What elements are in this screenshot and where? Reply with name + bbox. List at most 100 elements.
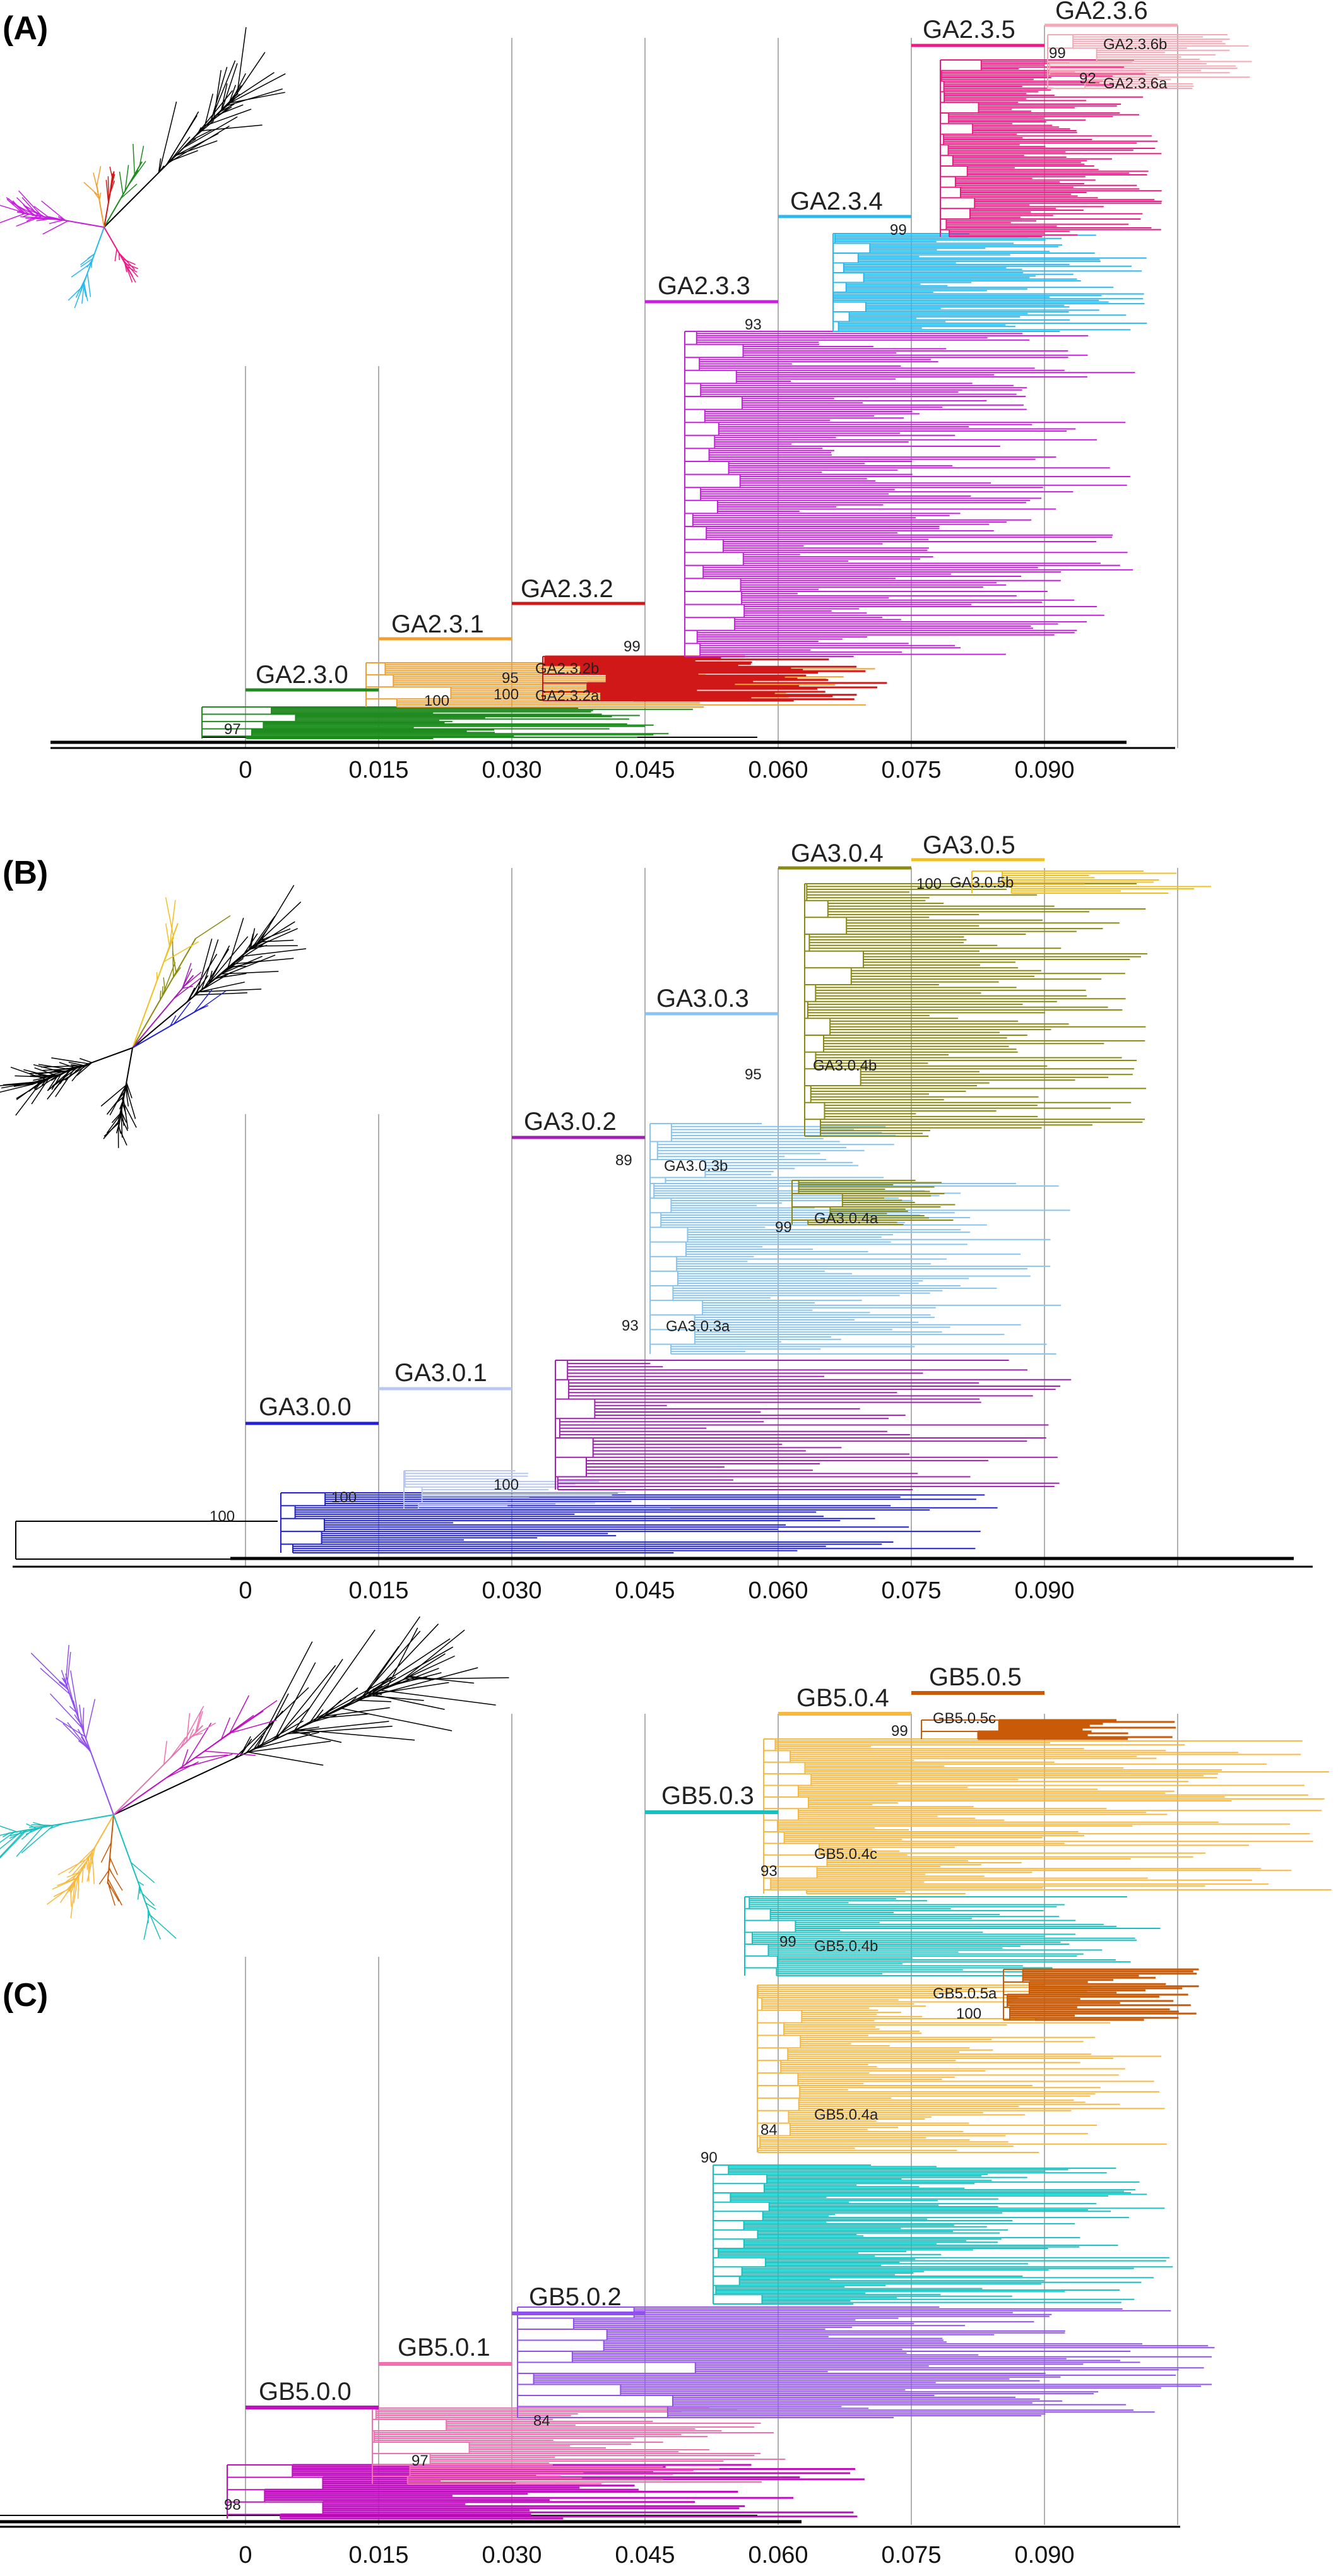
tree-branch [204,93,214,127]
tree-branch [196,1005,209,1012]
tree-branch [15,1080,43,1116]
tree-branch [163,1741,167,1765]
tick-label: 0.060 [748,1577,808,1604]
tree-branch [98,1870,109,1885]
tree-branch [46,1065,85,1074]
tick-label: 0.060 [748,2542,808,2568]
tick-label: 0.030 [482,757,541,783]
tree-branch [0,1825,17,1832]
tree-branch [182,98,234,150]
tree-branch [312,1714,337,1723]
tree-branch [107,1882,120,1902]
clade-label-ga3-0-0: GA3.0.0 [259,1393,352,1421]
tree-branch [173,1001,191,1024]
tree-branch [217,944,255,977]
tick-label: 0.075 [881,1577,941,1604]
tree-branch [210,66,228,121]
clade-label-ga2-3-3: GA2.3.3 [658,272,750,300]
tree-branch [49,1693,83,1728]
tree-branch [81,1867,84,1883]
tree-branch [73,1876,79,1904]
tree-branch [183,116,238,149]
tree-branch [250,928,256,949]
tree-branch [374,1690,393,1694]
tree-branch [0,213,26,223]
tree-branch [70,1881,76,1918]
tree-branch [230,1700,278,1733]
tree-branch [132,975,194,1048]
tree-branch [41,1065,84,1068]
tick-label: 0 [239,2542,252,2568]
tree-branch [167,111,199,165]
tree-branch [313,1709,324,1722]
bootstrap-c-2: 93 [760,1863,778,1880]
tree-branch [159,990,162,1000]
bootstrap-c-4: 100 [956,2005,981,2022]
tree-branch [62,1723,91,1752]
tree-branch [16,1827,43,1857]
tick-label: 0.090 [1014,757,1074,783]
tree-branch [257,901,302,944]
clade-label-ga2-3-6: GA2.3.6 [1055,0,1148,25]
tree-branch [90,1854,93,1864]
tree-branch [121,1112,123,1138]
tree-branch [120,1115,129,1131]
tree-branch [381,1689,496,1706]
tick-label: 0.030 [482,2542,541,2568]
tree-branch [220,1717,231,1740]
tree-branch [65,1871,81,1883]
tree-branch [194,1709,203,1733]
tree-branch [31,1077,50,1105]
panel-a-tree [50,34,1252,744]
bootstrap-c-5: 84 [760,2122,778,2139]
tree-branch [50,1072,66,1081]
tree-branch [195,915,231,939]
tree-branch [410,1676,475,1684]
tree-branch [139,145,145,166]
tick-label: 0.075 [881,757,941,783]
tree-branch [291,1721,389,1733]
tree-branch [234,52,266,97]
tree-branch [119,1099,124,1110]
tree-branch [70,1880,77,1894]
tick-label: 0.015 [348,757,408,783]
tree-branch [125,1086,129,1107]
tree-branch [260,885,295,941]
panel-b-letter: (B) [3,855,48,891]
tree-branch [106,1091,126,1115]
tree-branch [220,956,263,975]
clade-label-ga2-3-0: GA2.3.0 [256,661,348,689]
tree-branch [294,1677,392,1731]
tree-branch [106,1113,122,1134]
tree-branch [225,88,283,107]
tree-branch [249,921,295,950]
clade-label-ga3-0-5: GA3.0.5 [923,831,1015,859]
tree-branch [215,973,247,979]
sublabel-ga2-3-6a: GA2.3.6a [1103,75,1168,92]
tree-branch [96,165,102,186]
tree-branch [182,985,193,989]
tree-branch [23,204,33,215]
tree-branch [6,197,29,215]
bootstrap-a-9: 97 [224,721,241,738]
tree-branch [107,1882,115,1906]
tree-branch [402,1629,465,1680]
tree-branch [23,1081,40,1084]
bootstrap-c-7: 84 [533,2413,550,2430]
tree-branch [16,1077,50,1100]
tree-branch [253,1735,263,1750]
clade-label-gb5-0-0: GB5.0.0 [259,2378,352,2406]
tree-branch [69,1706,77,1713]
tree-branch [13,1083,35,1087]
tree-branch [37,1073,50,1079]
tree-branch [169,1736,186,1759]
tree-branch [74,286,83,309]
panel-c-tick-labels: 0 0.015 0.030 0.045 0.060 0.075 0.090 [239,2542,1074,2568]
clade-label-gb5-0-5: GB5.0.5 [929,1663,1022,1691]
sublabel-ga3-0-4a: GA3.0.4a [814,1210,879,1227]
clade-label-gb5-0-3: GB5.0.3 [661,1782,754,1810]
tree-branch [181,1741,188,1747]
tree-branch [358,1646,454,1701]
panel-b-tree [15,870,1211,1560]
sublabel-gb5-0-5c: GB5.0.5c [933,1710,996,1727]
